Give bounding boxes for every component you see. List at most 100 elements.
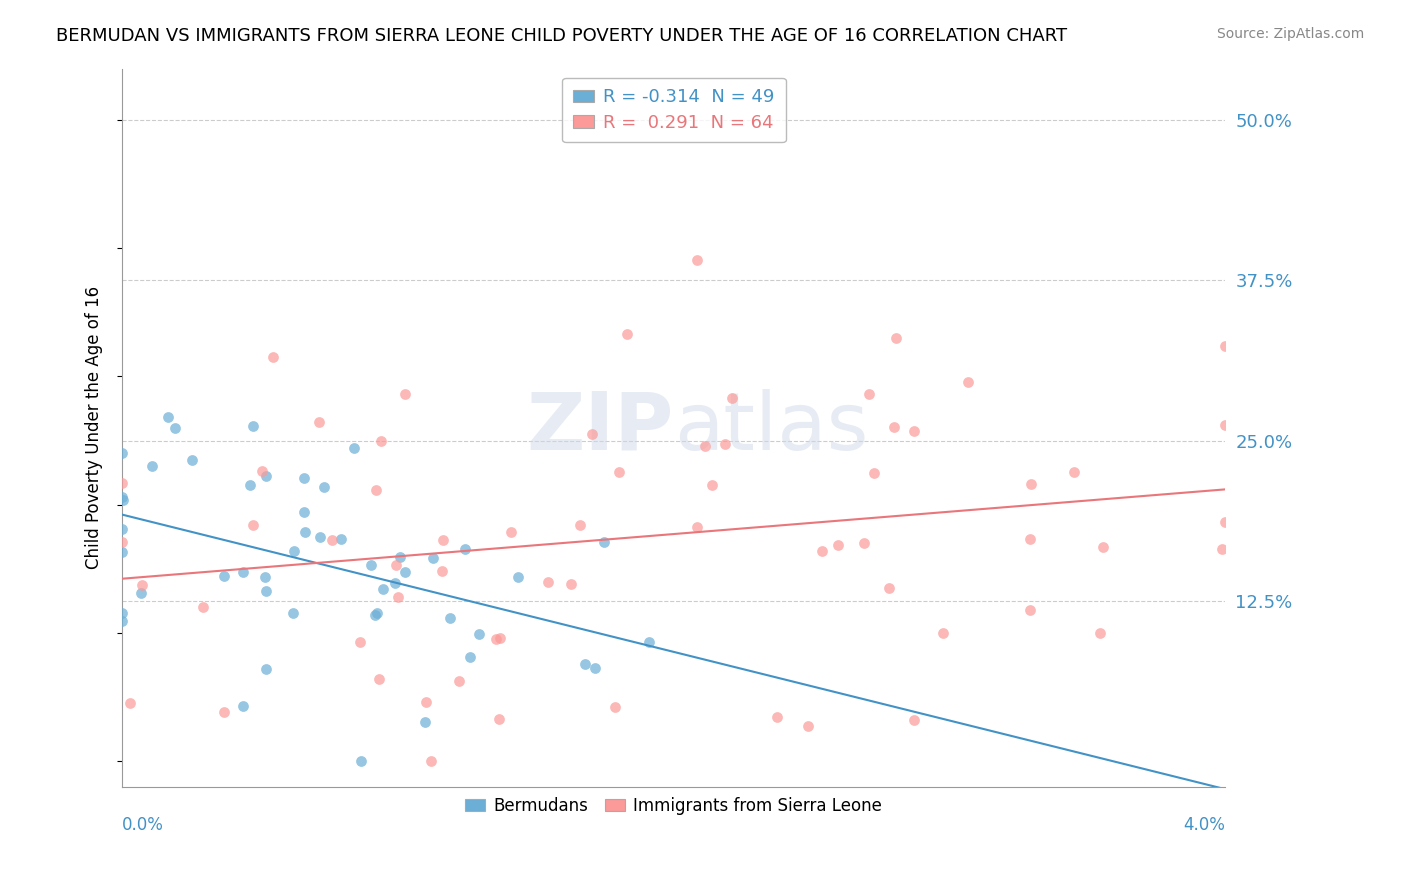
- Point: [350, 754, 373, 768]
- Point: [1019, 532, 1042, 546]
- Point: [1019, 477, 1042, 491]
- Point: [329, 532, 352, 546]
- Point: [685, 519, 707, 533]
- Point: [863, 467, 886, 481]
- Point: [371, 582, 394, 597]
- Point: [537, 574, 560, 589]
- Point: [903, 714, 925, 728]
- Point: [232, 566, 254, 580]
- Point: [111, 614, 134, 628]
- Point: [1091, 540, 1114, 554]
- Point: [1063, 465, 1085, 479]
- Text: ZIP: ZIP: [526, 389, 673, 467]
- Point: [368, 672, 391, 686]
- Point: [488, 712, 510, 726]
- Point: [294, 524, 316, 539]
- Point: [447, 673, 470, 688]
- Point: [1088, 626, 1111, 640]
- Y-axis label: Child Poverty Under the Age of 16: Child Poverty Under the Age of 16: [86, 286, 103, 569]
- Point: [232, 698, 254, 713]
- Point: [827, 538, 849, 552]
- Point: [468, 626, 491, 640]
- Point: [506, 569, 529, 583]
- Point: [454, 542, 477, 557]
- Point: [593, 535, 616, 549]
- Point: [766, 710, 789, 724]
- Point: [349, 635, 371, 649]
- Point: [242, 419, 264, 434]
- Point: [1018, 603, 1040, 617]
- Point: [292, 471, 315, 485]
- Point: [932, 625, 955, 640]
- Point: [883, 420, 905, 434]
- Point: [956, 375, 979, 389]
- Point: [489, 632, 512, 646]
- Point: [254, 468, 277, 483]
- Text: BERMUDAN VS IMMIGRANTS FROM SIERRA LEONE CHILD POVERTY UNDER THE AGE OF 16 CORRE: BERMUDAN VS IMMIGRANTS FROM SIERRA LEONE…: [56, 27, 1067, 45]
- Point: [432, 564, 454, 578]
- Point: [242, 518, 264, 533]
- Point: [458, 650, 481, 665]
- Text: atlas: atlas: [673, 389, 868, 467]
- Point: [413, 715, 436, 730]
- Point: [420, 754, 443, 768]
- Point: [364, 608, 387, 623]
- Point: [695, 439, 717, 453]
- Point: [214, 705, 236, 719]
- Point: [384, 575, 406, 590]
- Point: [583, 661, 606, 675]
- Point: [256, 662, 278, 676]
- Text: 4.0%: 4.0%: [1184, 815, 1226, 834]
- Point: [581, 426, 603, 441]
- Point: [811, 544, 834, 558]
- Point: [394, 565, 416, 579]
- Point: [439, 611, 461, 625]
- Point: [254, 570, 277, 584]
- Point: [638, 635, 661, 649]
- Point: [292, 504, 315, 518]
- Point: [714, 437, 737, 451]
- Point: [616, 327, 638, 342]
- Point: [111, 475, 134, 490]
- Point: [111, 490, 134, 504]
- Legend: Bermudans, Immigrants from Sierra Leone: Bermudans, Immigrants from Sierra Leone: [458, 790, 889, 822]
- Point: [118, 696, 141, 710]
- Point: [308, 530, 330, 544]
- Point: [111, 545, 134, 559]
- Point: [853, 536, 876, 550]
- Point: [262, 351, 284, 365]
- Point: [609, 466, 631, 480]
- Point: [239, 478, 262, 492]
- Point: [129, 586, 152, 600]
- Point: [721, 391, 744, 405]
- Point: [884, 330, 907, 344]
- Point: [364, 483, 387, 497]
- Point: [321, 533, 343, 547]
- Point: [1211, 542, 1233, 557]
- Text: 0.0%: 0.0%: [122, 815, 165, 834]
- Point: [686, 253, 709, 268]
- Point: [111, 534, 134, 549]
- Point: [312, 480, 335, 494]
- Point: [432, 533, 454, 548]
- Point: [131, 578, 153, 592]
- Point: [877, 582, 900, 596]
- Point: [254, 583, 277, 598]
- Point: [574, 657, 596, 671]
- Point: [360, 558, 382, 572]
- Point: [485, 632, 508, 647]
- Point: [385, 558, 408, 572]
- Point: [394, 386, 416, 401]
- Point: [700, 478, 723, 492]
- Point: [797, 719, 820, 733]
- Point: [499, 524, 522, 539]
- Point: [283, 544, 305, 558]
- Point: [156, 410, 179, 425]
- Point: [141, 459, 163, 474]
- Point: [111, 446, 134, 460]
- Point: [165, 421, 187, 435]
- Point: [181, 452, 204, 467]
- Point: [343, 441, 366, 455]
- Point: [605, 700, 627, 714]
- Point: [111, 493, 134, 508]
